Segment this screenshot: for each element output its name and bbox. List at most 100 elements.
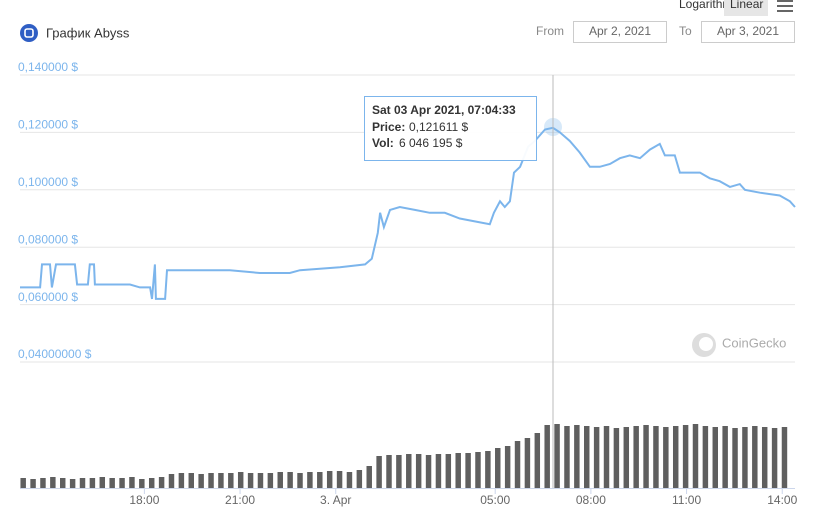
menu-bar	[777, 10, 793, 12]
volume-bar	[653, 426, 659, 488]
volume-bar	[682, 425, 689, 488]
volume-bar	[188, 473, 194, 488]
volume-bar	[317, 472, 323, 488]
volume-bar	[633, 426, 639, 488]
scale-button-bg	[724, 0, 768, 16]
volume-bar	[237, 472, 244, 488]
volume-bar	[109, 478, 115, 488]
to-label: To	[679, 24, 692, 38]
volume-bar	[771, 428, 778, 488]
volume-bar	[376, 456, 382, 488]
volume-bar	[307, 472, 313, 488]
x-tick-label: 14:00	[767, 493, 797, 507]
volume-bar	[623, 427, 630, 488]
logo	[20, 24, 38, 42]
volume-bar	[366, 466, 372, 488]
volume-bar	[514, 441, 521, 488]
watermark: CoinGecko	[722, 335, 786, 350]
volume-bar	[465, 453, 471, 488]
volume-bar	[406, 454, 412, 488]
price-line	[20, 126, 796, 300]
volume-bar	[534, 433, 541, 488]
volume-bar	[60, 478, 66, 488]
tooltip-vol-label: Vol:	[372, 136, 394, 150]
x-tick-label: 05:00	[480, 493, 510, 507]
from-input[interactable]	[573, 21, 667, 43]
volume-bar	[643, 425, 649, 488]
y-tick-label: 0,080000 $	[18, 232, 78, 246]
from-value: Apr 2, 2021	[589, 24, 651, 38]
y-tick-label: 0,140000 $	[18, 60, 78, 74]
volume-bar	[564, 426, 570, 488]
volume-bar	[554, 424, 560, 488]
volume-bar	[574, 425, 580, 488]
volume-bar	[356, 470, 363, 488]
to-value: Apr 3, 2021	[717, 24, 779, 38]
y-tick-label: 0,100000 $	[18, 175, 78, 189]
menu-icon[interactable]	[777, 0, 793, 12]
volume-bar	[435, 454, 442, 488]
volume-bar	[99, 477, 106, 488]
volume-bar	[475, 452, 481, 488]
volume-bar	[247, 473, 254, 488]
volume-bar	[732, 428, 738, 488]
volume-bar	[346, 472, 353, 488]
volume-bar	[326, 471, 333, 488]
volume-bar	[396, 455, 402, 488]
volume-bar	[455, 453, 461, 488]
tooltip: Sat 03 Apr 2021, 07:04:33 Price: 0,12161…	[364, 75, 554, 488]
y-tick-label: 0,120000 $	[18, 118, 78, 132]
volume-bar	[485, 451, 491, 488]
volume-bar	[752, 426, 758, 488]
volume-bar	[79, 478, 86, 488]
volume-bar	[495, 448, 501, 488]
menu-bar	[777, 0, 793, 2]
x-tick-label: 08:00	[576, 493, 606, 507]
volume-bar	[445, 454, 452, 488]
volume-bar	[139, 479, 145, 488]
volume-bar	[415, 454, 422, 488]
scale-button[interactable]: Logarithmic	[679, 0, 741, 11]
volume-bar	[761, 427, 768, 488]
x-tick-label: 18:00	[129, 493, 159, 507]
volume-bar	[524, 438, 531, 488]
volume-bar	[297, 473, 303, 488]
tooltip-box	[364, 96, 537, 161]
volume-bar	[89, 478, 96, 488]
plot-area: 0,140000 $ 0,120000 $ 0,100000 $ 0,080000 $…	[18, 60, 798, 507]
volume-bar	[722, 426, 728, 488]
volume-bar	[712, 427, 718, 488]
chart-title: График Abyss	[46, 25, 130, 40]
volume-bar	[781, 427, 788, 488]
watermark-logo-inner	[699, 337, 713, 351]
volume-bar	[593, 427, 600, 488]
volume-bar	[198, 474, 204, 488]
volume-bar	[702, 426, 709, 488]
volume-bar	[663, 427, 669, 488]
x-tick-label: 11:00	[672, 493, 701, 507]
y-tick-label: 0,04000000 $	[18, 347, 92, 361]
volume-bar	[267, 473, 274, 488]
tooltip-price-label: Price:	[372, 120, 405, 134]
tooltip-title: Sat 03 Apr 2021, 07:04:33	[372, 103, 516, 117]
volume-bar	[277, 472, 283, 488]
scale-button[interactable]: Linear	[730, 0, 763, 11]
volume-bar	[30, 479, 36, 488]
volume-bar	[129, 477, 135, 488]
volume-bar	[257, 473, 264, 488]
volume-bar	[584, 426, 590, 488]
y-tick-label: 0,060000 $	[18, 290, 78, 304]
menu-bar	[777, 5, 793, 7]
volume-bar	[504, 446, 511, 488]
to-input[interactable]	[701, 21, 795, 43]
volume-bar	[425, 455, 432, 488]
volume-bar	[613, 428, 620, 488]
volume-bar	[544, 425, 550, 488]
volume-bar	[218, 473, 224, 488]
volume-bar	[287, 472, 293, 488]
x-tick-label: 3. Apr	[320, 493, 351, 507]
volume-bar	[40, 478, 46, 488]
x-tick-label: 21:00	[225, 493, 255, 507]
volume-bar	[386, 455, 392, 488]
